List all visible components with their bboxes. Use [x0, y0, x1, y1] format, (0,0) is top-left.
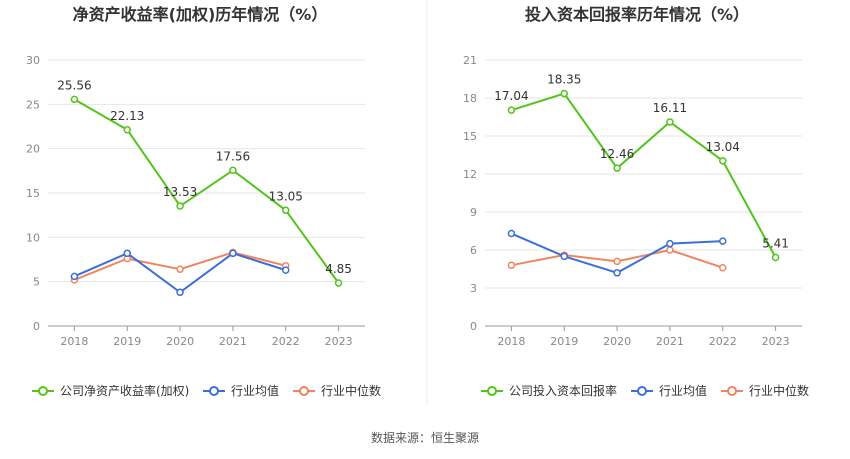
- legend-label-industry-median-roic: 行业中位数: [749, 383, 809, 398]
- roe-chart-legend: 公司净资产收益率(加权) 行业均值 行业中位数: [32, 383, 381, 398]
- legend-label-industry-median: 行业中位数: [321, 383, 381, 398]
- roic-data-label: 13.04: [706, 140, 740, 154]
- legend-item-company[interactable]: 公司净资产收益率(加权): [32, 383, 189, 398]
- legend-marker-industry-avg-roic: [637, 386, 647, 396]
- roe-x-tick-label: 2018: [60, 335, 88, 348]
- legend-item-company-roic[interactable]: 公司投入资本回报率: [481, 383, 617, 398]
- roic-x-tick-label: 2021: [656, 335, 684, 348]
- roic-x-tick-label: 2020: [603, 335, 631, 348]
- roe-x-tick-label: 2020: [166, 335, 194, 348]
- roe-x-tick-label: 2021: [219, 335, 247, 348]
- roic-point-company[interactable]: [666, 118, 674, 126]
- roic-data-label: 12.46: [600, 147, 634, 161]
- roe-chart-title: 净资产收益率(加权)历年情况（%）: [73, 5, 328, 24]
- legend-item-industry-median[interactable]: 行业中位数: [293, 383, 381, 398]
- roic-point-industry-avg[interactable]: [719, 237, 727, 245]
- roe-series-line-company: [73, 98, 340, 284]
- roic-x-tick-label: 2022: [709, 335, 737, 348]
- roe-data-label: 22.13: [110, 109, 144, 123]
- roic-data-label: 18.35: [547, 73, 581, 87]
- roic-y-tick-label: 21: [463, 54, 477, 67]
- roic-point-company[interactable]: [771, 253, 780, 262]
- roic-point-company[interactable]: [613, 164, 621, 172]
- roic-data-label: 5.41: [762, 236, 789, 250]
- roic-y-tick-label: 12: [463, 168, 477, 181]
- roe-x-tick-label: 2022: [272, 335, 300, 348]
- legend-marker-industry-avg: [209, 386, 219, 396]
- legend-item-industry-median-roic[interactable]: 行业中位数: [721, 383, 809, 398]
- roe-point-industry-avg[interactable]: [123, 249, 131, 258]
- roic-chart-panel: 投入资本回报率历年情况（%） 0 3 6 9 12 15 18 21 2018 2019 2020 2…: [463, 5, 802, 348]
- roic-point-company[interactable]: [719, 157, 727, 165]
- roe-y-tick-label: 0: [33, 320, 40, 333]
- legend-label-company: 公司净资产收益率(加权): [60, 383, 189, 398]
- roic-x-tick-label: 2019: [550, 335, 578, 348]
- roic-x-tick-label: 2018: [497, 335, 525, 348]
- roe-x-tick-label: 2019: [113, 335, 141, 348]
- roic-y-tick-label: 15: [463, 130, 477, 143]
- roic-y-tick-label: 3: [470, 282, 477, 295]
- roe-point-company[interactable]: [123, 126, 131, 134]
- legend-label-company-roic: 公司投入资本回报率: [509, 383, 617, 398]
- roic-x-tick-label: 2023: [762, 335, 790, 348]
- roic-y-tick-label: 6: [470, 244, 477, 257]
- legend-marker-industry-median-roic: [727, 386, 737, 396]
- roic-chart-title: 投入资本回报率历年情况（%）: [525, 5, 749, 24]
- roe-point-company[interactable]: [176, 202, 184, 210]
- roe-y-tick-label: 25: [26, 98, 40, 111]
- roic-y-tick-label: 9: [470, 206, 477, 219]
- roic-data-label: 17.04: [494, 89, 528, 103]
- roic-point-industry-median[interactable]: [666, 246, 674, 254]
- roic-series-line-industry-avg: [511, 232, 723, 274]
- roe-point-company[interactable]: [229, 166, 237, 175]
- roe-y-tick-label: 15: [26, 187, 40, 200]
- roe-data-label: 4.85: [325, 262, 352, 276]
- roic-point-industry-avg[interactable]: [560, 252, 568, 261]
- roic-y-tick-label: 18: [463, 92, 477, 105]
- roic-point-company[interactable]: [560, 89, 568, 98]
- roe-y-tick-label: 10: [26, 231, 40, 244]
- roic-data-label: 16.11: [653, 101, 687, 115]
- roic-point-industry-median[interactable]: [507, 261, 516, 269]
- roic-chart-legend: 公司投入资本回报率 行业均值 行业中位数: [481, 383, 809, 398]
- roic-point-industry-avg[interactable]: [507, 229, 516, 238]
- roe-point-company[interactable]: [282, 206, 290, 215]
- roic-y-tick-label: 0: [470, 320, 477, 333]
- roe-point-industry-avg[interactable]: [282, 266, 290, 274]
- roe-data-label: 13.53: [163, 185, 197, 199]
- legend-marker-industry-median: [299, 386, 309, 396]
- legend-label-industry-avg: 行业均值: [231, 383, 279, 398]
- roe-point-industry-avg[interactable]: [229, 249, 237, 258]
- roe-y-tick-label: 5: [33, 276, 40, 289]
- roic-point-industry-median[interactable]: [719, 263, 727, 272]
- legend-label-industry-avg-roic: 行业均值: [659, 383, 707, 398]
- legend-item-industry-avg-roic[interactable]: 行业均值: [631, 383, 707, 398]
- roe-point-industry-avg[interactable]: [176, 288, 184, 297]
- roe-data-label: 17.56: [216, 149, 250, 163]
- roic-point-industry-median[interactable]: [613, 257, 621, 266]
- roe-point-industry-avg[interactable]: [70, 272, 79, 281]
- roe-point-company[interactable]: [334, 279, 343, 287]
- data-source-text: 数据来源：恒生聚源: [371, 430, 479, 445]
- roe-x-tick-label: 2023: [325, 335, 353, 348]
- legend-item-industry-avg[interactable]: 行业均值: [203, 383, 279, 398]
- roic-point-company[interactable]: [507, 106, 516, 114]
- roe-point-industry-median[interactable]: [176, 265, 184, 274]
- roe-data-label: 25.56: [57, 78, 91, 92]
- roe-chart-panel: 净资产收益率(加权)历年情况（%） 0 5 10 15 20 25 30 2018 2019 20…: [26, 5, 365, 348]
- roic-point-industry-avg[interactable]: [613, 269, 621, 277]
- roe-y-tick-label: 30: [26, 54, 40, 67]
- legend-marker-company: [38, 386, 48, 396]
- roic-point-industry-avg[interactable]: [666, 239, 674, 248]
- legend-marker-company-roic: [487, 386, 497, 396]
- roic-series-line-company: [511, 92, 777, 258]
- roe-data-label: 13.05: [269, 189, 303, 203]
- roe-point-company[interactable]: [70, 95, 79, 104]
- roe-y-tick-label: 20: [26, 143, 40, 156]
